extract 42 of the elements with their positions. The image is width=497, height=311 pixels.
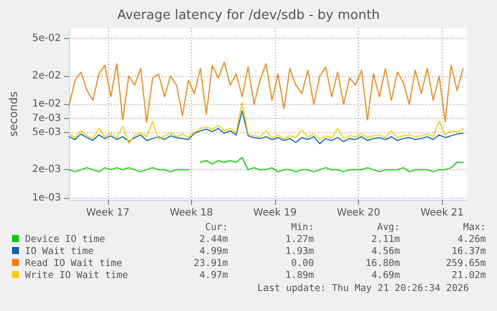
text: 1.89m bbox=[284, 270, 314, 282]
text: Last update: Thu May 21 20:26:34 2026 bbox=[257, 283, 469, 294]
text: 16.37m bbox=[450, 246, 486, 258]
text: 21.02m bbox=[450, 270, 486, 282]
text: 23.91m bbox=[192, 258, 228, 270]
text: Min: bbox=[290, 222, 314, 234]
text: Avg: bbox=[376, 222, 400, 234]
y-tick-label: 7e-03 bbox=[32, 113, 61, 124]
text: 2.11m bbox=[370, 234, 400, 246]
legend-label: Write IO Wait time bbox=[24, 270, 129, 282]
x-tick-label: Week 18 bbox=[170, 208, 214, 218]
y-tick-label: 2e-03 bbox=[32, 164, 61, 176]
line-series bbox=[68, 102, 464, 144]
text: 16.80m bbox=[364, 258, 400, 270]
chart-title: Average latency for /dev/sdb - by month bbox=[117, 8, 380, 23]
line-series bbox=[68, 110, 464, 144]
text: 4.97m bbox=[198, 270, 228, 282]
legend-label: Read IO Wait time bbox=[24, 258, 124, 270]
y-tick-label: 1e-02 bbox=[32, 98, 61, 110]
text: 0.00 bbox=[290, 258, 314, 270]
y-tick-label: 5e-03 bbox=[32, 126, 61, 138]
x-tick-label: Week 20 bbox=[336, 208, 380, 218]
line-series bbox=[68, 62, 464, 123]
text: 1.93m bbox=[284, 246, 314, 258]
text: Cur: bbox=[204, 222, 228, 234]
y-axis-title: seconds bbox=[7, 91, 20, 136]
text: 1.27m bbox=[284, 234, 314, 246]
text: 2.44m bbox=[198, 234, 228, 246]
legend-label: Device IO time bbox=[24, 234, 106, 246]
text: 259.65m bbox=[444, 258, 486, 270]
text: 4.99m bbox=[198, 246, 228, 258]
y-tick-label: 5e-02 bbox=[32, 33, 61, 44]
x-tick-label: Week 17 bbox=[86, 208, 130, 218]
x-tick-label: Week 21 bbox=[420, 208, 464, 218]
text: Max: bbox=[462, 222, 486, 234]
y-tick-label: 2e-02 bbox=[32, 70, 61, 82]
text: 4.26m bbox=[456, 234, 486, 246]
text: 4.69m bbox=[370, 270, 400, 282]
legend-label: IO Wait time bbox=[24, 246, 95, 258]
y-tick-label: 1e-03 bbox=[32, 192, 61, 204]
text: 4.56m bbox=[370, 246, 400, 258]
x-tick-label: Week 19 bbox=[253, 208, 297, 218]
